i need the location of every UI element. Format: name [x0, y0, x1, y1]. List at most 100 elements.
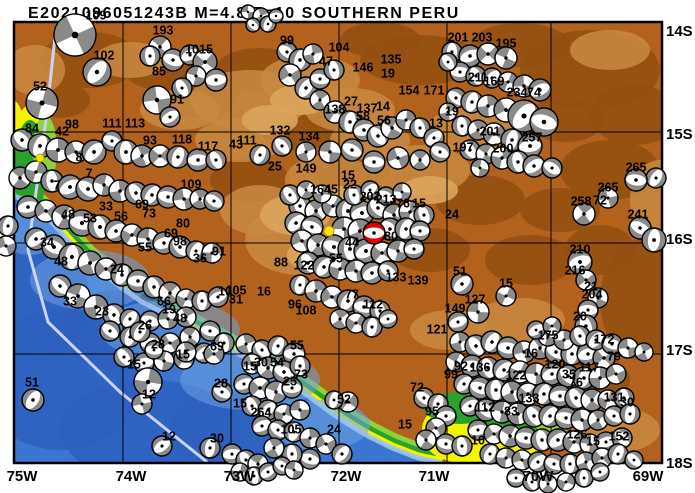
focal-mechanism-ball[interactable] — [541, 451, 568, 478]
focal-mechanism-ball[interactable] — [553, 329, 575, 351]
focal-mechanism-ball[interactable] — [110, 343, 138, 371]
focal-mechanism-ball[interactable] — [174, 340, 198, 364]
focal-mechanism-ball[interactable] — [139, 45, 161, 67]
focal-mechanism-ball[interactable] — [293, 139, 318, 164]
focal-mechanism-ball[interactable] — [342, 183, 367, 208]
focal-mechanism-ball[interactable] — [569, 199, 600, 230]
focal-mechanism-ball[interactable] — [535, 471, 560, 493]
focal-mechanism-ball[interactable] — [204, 68, 228, 92]
focal-mechanism-ball[interactable] — [642, 164, 669, 191]
focal-mechanism-ball[interactable] — [435, 49, 460, 74]
focal-mechanism-ball[interactable] — [572, 266, 600, 294]
focal-mechanism-ball[interactable] — [554, 470, 577, 493]
focal-mechanism-ball[interactable] — [427, 139, 453, 165]
focal-mechanism-ball[interactable] — [132, 366, 164, 398]
focal-mechanism-ball[interactable] — [599, 331, 624, 356]
focal-mechanism-ball[interactable] — [191, 290, 213, 312]
focal-mechanism-ball[interactable] — [45, 137, 71, 163]
focal-mechanism-ball[interactable] — [478, 64, 506, 92]
focal-mechanism-ball[interactable] — [506, 468, 526, 488]
focal-mechanism-ball[interactable] — [596, 186, 620, 210]
focal-mechanism-ball[interactable] — [44, 270, 75, 301]
focal-mechanism-ball[interactable] — [466, 418, 490, 442]
focal-mechanism-ball[interactable] — [20, 223, 51, 254]
focal-mechanism-ball[interactable] — [524, 318, 549, 343]
focal-mechanism-ball[interactable] — [621, 447, 646, 472]
focal-mechanism-ball[interactable] — [617, 337, 639, 359]
focal-mechanism-ball[interactable] — [520, 470, 543, 493]
focal-mechanism-ball[interactable] — [233, 331, 258, 356]
focal-mechanism-ball[interactable] — [312, 430, 339, 457]
focal-mechanism-ball[interactable] — [186, 148, 210, 172]
focal-mechanism-ball[interactable] — [126, 318, 153, 345]
focal-mechanism-ball[interactable] — [127, 141, 156, 170]
focal-mechanism-ball[interactable] — [377, 308, 399, 330]
focal-mechanism-ball[interactable] — [203, 147, 230, 174]
focal-mechanism-ball[interactable] — [470, 158, 491, 179]
focal-mechanism-ball[interactable] — [260, 434, 287, 461]
focal-mechanism-ball[interactable] — [409, 220, 431, 242]
focal-mechanism-ball[interactable] — [588, 444, 616, 472]
focal-mechanism-ball[interactable] — [539, 313, 564, 338]
highlighted-event-ball[interactable] — [362, 221, 386, 245]
focal-mechanism-ball[interactable] — [527, 105, 562, 140]
focal-mechanism-ball[interactable] — [641, 227, 667, 253]
focal-mechanism-ball[interactable] — [0, 233, 19, 258]
focal-mechanism-ball[interactable] — [384, 237, 411, 264]
focal-mechanism-ball[interactable] — [243, 15, 263, 35]
focal-mechanism-ball[interactable] — [157, 308, 179, 330]
focal-mechanism-ball[interactable] — [613, 387, 635, 409]
focal-mechanism-ball[interactable] — [289, 355, 311, 377]
focal-mechanism-ball[interactable] — [15, 194, 41, 220]
focal-mechanism-ball[interactable] — [596, 388, 621, 413]
focal-mechanism-ball[interactable] — [281, 419, 306, 444]
focal-mechanism-ball[interactable] — [574, 468, 594, 488]
focal-mechanism-ball[interactable] — [553, 405, 579, 431]
focal-mechanism-ball[interactable] — [156, 329, 183, 356]
focal-mechanism-ball[interactable] — [577, 385, 608, 416]
focal-mechanism-ball[interactable] — [148, 432, 176, 460]
focal-mechanism-ball[interactable] — [200, 187, 228, 215]
focal-mechanism-ball[interactable] — [254, 396, 282, 424]
focal-mechanism-ball[interactable] — [77, 52, 116, 91]
focal-mechanism-ball[interactable] — [603, 361, 629, 387]
focal-mechanism-ball[interactable] — [159, 46, 187, 74]
focal-mechanism-ball[interactable] — [519, 151, 550, 182]
focal-mechanism-ball[interactable] — [337, 135, 367, 165]
focal-mechanism-ball[interactable] — [579, 433, 601, 455]
focal-mechanism-ball[interactable] — [201, 242, 223, 264]
focal-mechanism-ball[interactable] — [301, 42, 324, 65]
focal-mechanism-ball[interactable] — [584, 406, 612, 434]
epicenter-marker[interactable] — [35, 153, 45, 163]
focal-mechanism-ball[interactable] — [198, 319, 222, 343]
focal-mechanism-ball[interactable] — [451, 435, 474, 458]
focal-mechanism-ball[interactable] — [357, 258, 387, 288]
focal-mechanism-ball[interactable] — [406, 146, 434, 174]
focal-mechanism-ball[interactable] — [392, 182, 412, 202]
focal-mechanism-ball[interactable] — [446, 268, 477, 299]
focal-mechanism-ball[interactable] — [374, 257, 402, 285]
focal-mechanism-ball[interactable] — [466, 300, 490, 324]
focal-mechanism-ball[interactable] — [456, 136, 484, 164]
focal-mechanism-ball[interactable] — [384, 144, 412, 172]
highlighted-events[interactable] — [35, 153, 386, 245]
focal-mechanism-ball[interactable] — [268, 8, 284, 24]
focal-mechanism-ball[interactable] — [173, 286, 199, 312]
focal-mechanism-ball[interactable] — [624, 168, 649, 193]
focal-mechanism-ball[interactable] — [569, 407, 594, 432]
focal-mechanism-ball[interactable] — [403, 238, 425, 260]
focal-mechanism-ball[interactable] — [588, 460, 612, 484]
focal-mechanism-ball[interactable] — [479, 119, 510, 150]
focal-mechanism-ball[interactable] — [445, 309, 471, 335]
focal-mechanism-ball[interactable] — [298, 447, 323, 472]
focal-mechanism-ball[interactable] — [22, 83, 61, 122]
focal-mechanism-ball[interactable] — [156, 103, 183, 130]
focal-mechanism-ball[interactable] — [323, 389, 345, 411]
focal-mechanism-ball[interactable] — [519, 401, 549, 431]
focal-mechanism-ball[interactable] — [529, 427, 556, 454]
focal-mechanism-ball[interactable] — [374, 184, 398, 208]
focal-mechanism-ball[interactable] — [493, 283, 520, 310]
focal-mechanism-ball[interactable] — [492, 44, 521, 73]
focal-mechanism-ball[interactable] — [199, 437, 222, 460]
